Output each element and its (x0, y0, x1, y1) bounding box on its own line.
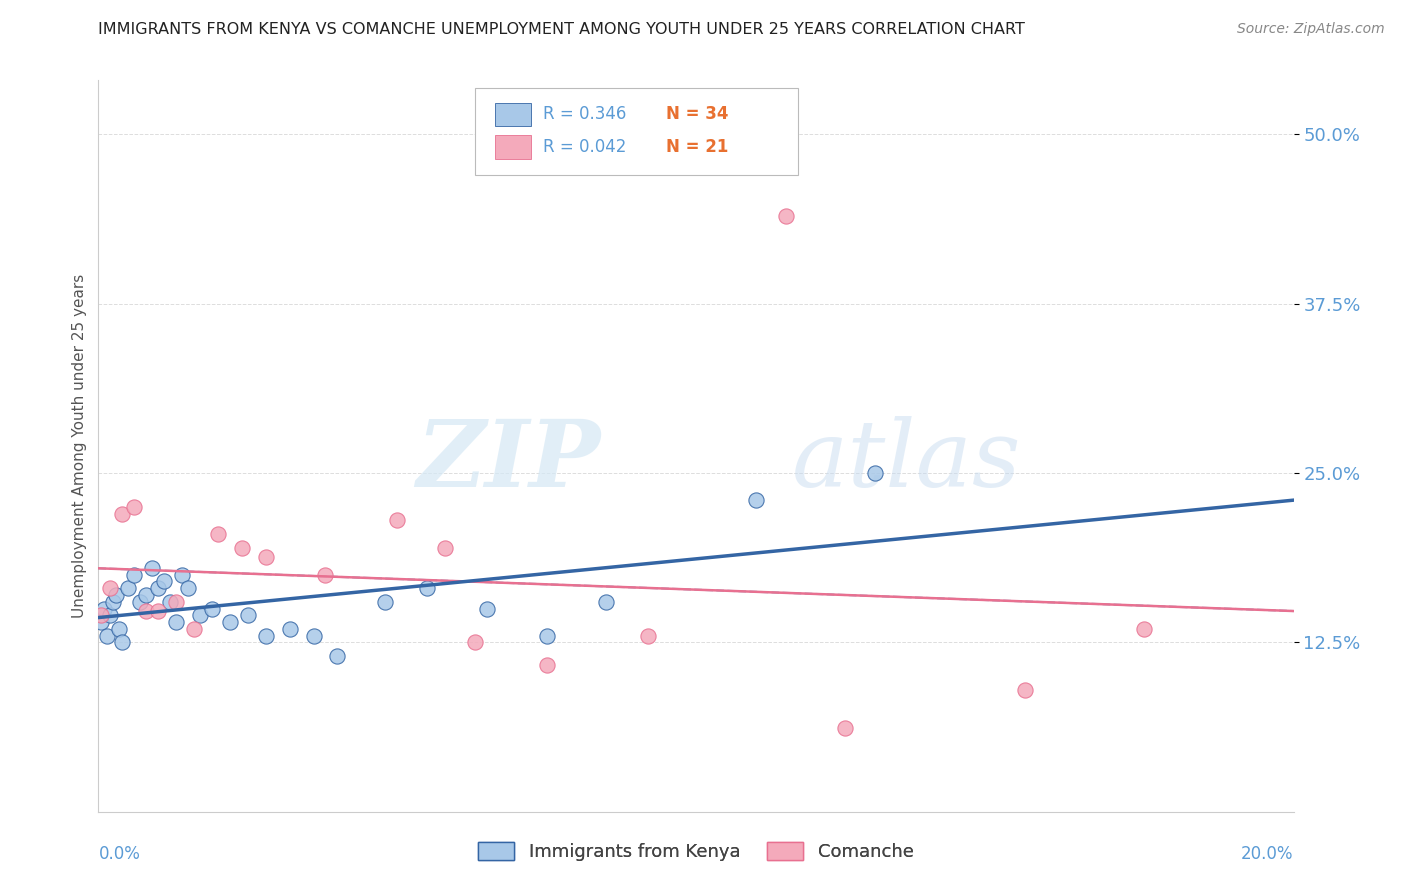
Point (278, 622, 301, 636)
Point (98, 581, 122, 595)
Point (865, 466, 887, 480)
Point (254, 629, 277, 643)
Point (416, 581, 439, 595)
Text: N = 21: N = 21 (666, 138, 728, 156)
Text: R = 0.346: R = 0.346 (543, 105, 626, 123)
Point (595, 595, 617, 609)
Text: 20.0%: 20.0% (1241, 845, 1294, 863)
Point (172, 567, 194, 582)
Point (111, 507, 134, 521)
Point (148, 604, 170, 618)
Point (108, 622, 131, 636)
Point (141, 561, 163, 575)
Point (148, 581, 170, 595)
Point (254, 550, 277, 565)
Point (201, 601, 224, 615)
Text: ZIP: ZIP (416, 416, 600, 506)
FancyBboxPatch shape (495, 136, 531, 159)
Point (834, 721, 856, 735)
Point (165, 595, 187, 609)
Point (124, 567, 146, 582)
Point (231, 541, 253, 555)
Point (302, 629, 325, 643)
Point (464, 635, 486, 649)
Point (177, 581, 200, 595)
Point (90, 615, 112, 629)
Point (90, 608, 112, 623)
Text: Source: ZipAtlas.com: Source: ZipAtlas.com (1237, 22, 1385, 37)
Y-axis label: Unemployment Among Youth under 25 years: Unemployment Among Youth under 25 years (72, 274, 87, 618)
Point (135, 604, 157, 618)
Point (117, 581, 139, 595)
Point (326, 648, 349, 663)
Legend: Immigrants from Kenya, Comanche: Immigrants from Kenya, Comanche (471, 835, 921, 869)
Point (775, 209, 797, 223)
Point (745, 493, 768, 508)
Point (374, 595, 396, 609)
Point (1133, 622, 1156, 636)
Point (103, 595, 125, 609)
Point (536, 658, 558, 673)
Point (124, 500, 146, 514)
Point (93, 601, 115, 615)
Text: R = 0.042: R = 0.042 (543, 138, 626, 156)
Point (219, 615, 242, 629)
Text: N = 34: N = 34 (666, 105, 728, 123)
Point (207, 527, 229, 541)
Point (385, 514, 409, 528)
Point (536, 629, 558, 643)
Point (434, 541, 457, 555)
Point (96, 629, 118, 643)
Point (637, 629, 659, 643)
Point (315, 567, 337, 582)
Point (129, 595, 152, 609)
Point (98, 608, 122, 623)
Point (159, 595, 181, 609)
Point (111, 635, 134, 649)
Point (105, 588, 128, 602)
Text: 0.0%: 0.0% (98, 845, 141, 863)
Point (188, 608, 211, 623)
Point (153, 574, 176, 589)
FancyBboxPatch shape (475, 87, 797, 176)
Point (1014, 682, 1036, 697)
Point (236, 608, 259, 623)
Point (475, 601, 498, 615)
Point (183, 622, 205, 636)
Text: IMMIGRANTS FROM KENYA VS COMANCHE UNEMPLOYMENT AMONG YOUTH UNDER 25 YEARS CORREL: IMMIGRANTS FROM KENYA VS COMANCHE UNEMPL… (98, 22, 1025, 37)
FancyBboxPatch shape (495, 103, 531, 127)
Text: atlas: atlas (792, 416, 1021, 506)
Point (135, 588, 157, 602)
Point (165, 615, 187, 629)
